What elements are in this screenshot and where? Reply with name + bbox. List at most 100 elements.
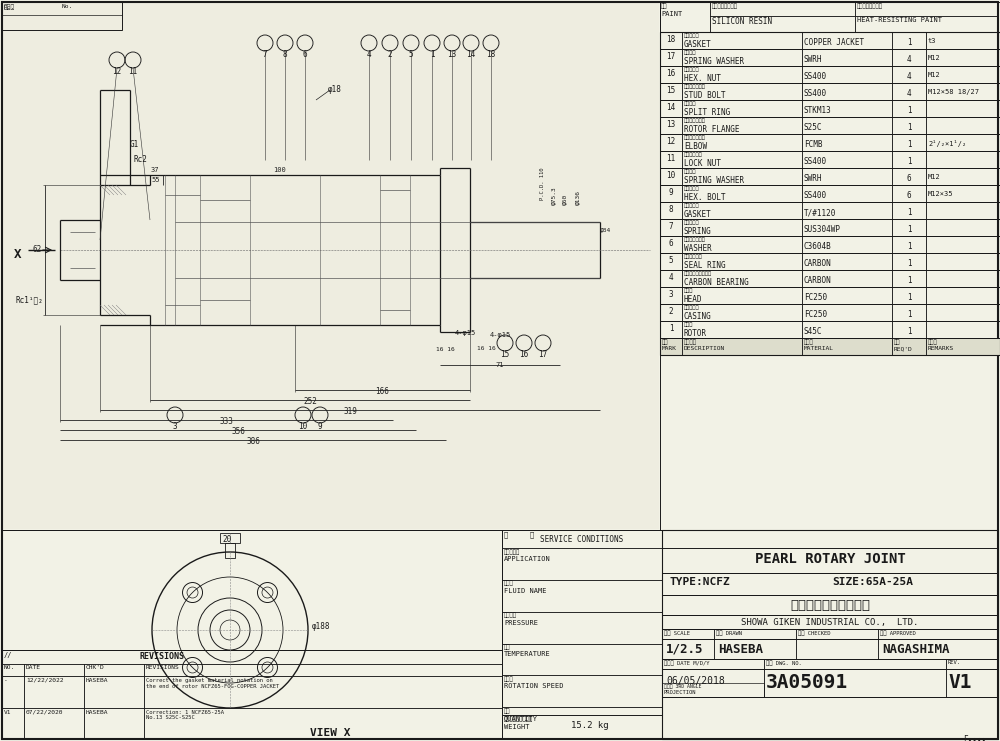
Text: SUS304WP: SUS304WP	[804, 225, 841, 234]
Text: 06/05/2018: 06/05/2018	[666, 676, 725, 686]
Text: SILICON RESIN: SILICON RESIN	[712, 17, 772, 26]
Text: S45C: S45C	[804, 327, 822, 336]
Bar	[802, 134, 892, 151]
Text: M12×35: M12×35	[928, 191, 954, 197]
Text: スタッドボルト: スタッドボルト	[684, 84, 706, 89]
Bar	[84, 676, 144, 708]
Text: 数量: 数量	[504, 708, 511, 714]
Text: REV.: REV.	[948, 660, 961, 665]
Text: 1: 1	[907, 157, 911, 166]
Bar	[660, 83, 682, 100]
Bar	[660, 2, 710, 32]
Text: ロックナット: ロックナット	[684, 152, 703, 157]
Text: F★★★★: F★★★★	[963, 735, 986, 741]
Text: FCMB: FCMB	[804, 140, 822, 149]
Text: ガスケット: ガスケット	[684, 33, 700, 38]
Text: シールリング: シールリング	[684, 254, 703, 259]
Text: 塗料シリコン樹脂: 塗料シリコン樹脂	[712, 3, 738, 9]
Text: DATE: DATE	[26, 665, 41, 670]
Bar	[926, 338, 1000, 355]
Text: GASKET: GASKET	[684, 40, 712, 49]
Bar	[662, 629, 998, 639]
Text: TYPE:NCFZ: TYPE:NCFZ	[670, 577, 731, 587]
Text: 1: 1	[907, 310, 911, 319]
Bar	[926, 287, 1000, 304]
Bar	[2, 650, 502, 739]
Bar	[660, 202, 1000, 219]
Text: 10: 10	[666, 171, 676, 180]
Bar	[926, 100, 1000, 117]
Text: 1: 1	[430, 50, 434, 59]
Text: SPRING: SPRING	[684, 227, 712, 236]
Bar	[926, 202, 1000, 219]
Text: STKM13: STKM13	[804, 106, 832, 115]
Bar	[660, 236, 682, 253]
Text: SEAL RING: SEAL RING	[684, 261, 726, 270]
Bar	[855, 16, 998, 32]
Text: 圧　　力: 圧 力	[504, 613, 517, 618]
Text: CARBON: CARBON	[804, 259, 832, 268]
Text: 4-φ15: 4-φ15	[490, 332, 511, 338]
Bar	[802, 304, 892, 321]
Bar	[926, 134, 1000, 151]
Bar	[682, 100, 802, 117]
Text: 37: 37	[151, 167, 159, 173]
Text: 作成日 DATE M/D/Y: 作成日 DATE M/D/Y	[664, 660, 710, 665]
Text: 14: 14	[466, 50, 476, 59]
Bar	[926, 32, 1000, 49]
Bar	[660, 2, 1000, 32]
Text: φ60: φ60	[563, 193, 568, 205]
Bar	[682, 151, 802, 168]
Text: 1: 1	[907, 225, 911, 234]
Text: No.: No.	[62, 4, 73, 9]
Text: SHOWA GIKEN INDUSTRIAL CO.,  LTD.: SHOWA GIKEN INDUSTRIAL CO., LTD.	[741, 618, 919, 627]
Text: 15: 15	[500, 350, 510, 359]
Text: 12/22/2022: 12/22/2022	[26, 678, 64, 683]
Text: 1: 1	[907, 276, 911, 285]
Text: MARK: MARK	[662, 346, 677, 351]
Text: 16: 16	[666, 69, 676, 78]
Bar	[802, 236, 892, 253]
Text: 8: 8	[669, 205, 673, 214]
Text: 6: 6	[669, 239, 673, 248]
Text: 1: 1	[907, 327, 911, 336]
Bar	[892, 202, 926, 219]
Text: 12: 12	[112, 67, 122, 76]
Bar	[502, 530, 662, 739]
Text: ROTOR: ROTOR	[684, 329, 707, 338]
Bar	[225, 543, 235, 558]
Bar	[660, 134, 1000, 151]
Bar	[662, 683, 764, 697]
Bar	[502, 675, 662, 707]
Bar	[926, 185, 1000, 202]
Bar	[662, 669, 764, 697]
Text: 耐熱シルバー塗装: 耐熱シルバー塗装	[857, 3, 883, 9]
Bar	[84, 708, 144, 739]
Bar	[892, 32, 926, 49]
Bar	[660, 32, 1000, 355]
Text: 六角ナット: 六角ナット	[684, 67, 700, 72]
Bar	[682, 304, 802, 321]
Text: ROTATION SPEED: ROTATION SPEED	[504, 683, 564, 689]
Bar	[662, 615, 998, 629]
Text: φ188: φ188	[312, 622, 330, 631]
Text: 1: 1	[907, 140, 911, 149]
Bar	[660, 117, 1000, 134]
Text: 図番 DWG. NO.: 図番 DWG. NO.	[766, 660, 802, 665]
Text: WASHER: WASHER	[684, 244, 712, 253]
Text: 14: 14	[666, 103, 676, 112]
Text: FC250: FC250	[804, 310, 827, 319]
Text: 9: 9	[669, 188, 673, 197]
Bar	[660, 287, 1000, 304]
Bar	[878, 639, 998, 659]
Bar	[714, 629, 796, 639]
Text: G1: G1	[130, 140, 139, 149]
Text: φ75.3: φ75.3	[552, 186, 557, 205]
Bar	[502, 611, 662, 643]
Text: ねじ込みエルボ: ねじ込みエルボ	[684, 135, 706, 140]
Text: ロータ: ロータ	[684, 322, 693, 327]
Bar	[660, 338, 1000, 355]
Text: ケーシング: ケーシング	[684, 305, 700, 310]
Bar	[2, 676, 24, 708]
Bar	[710, 2, 855, 16]
